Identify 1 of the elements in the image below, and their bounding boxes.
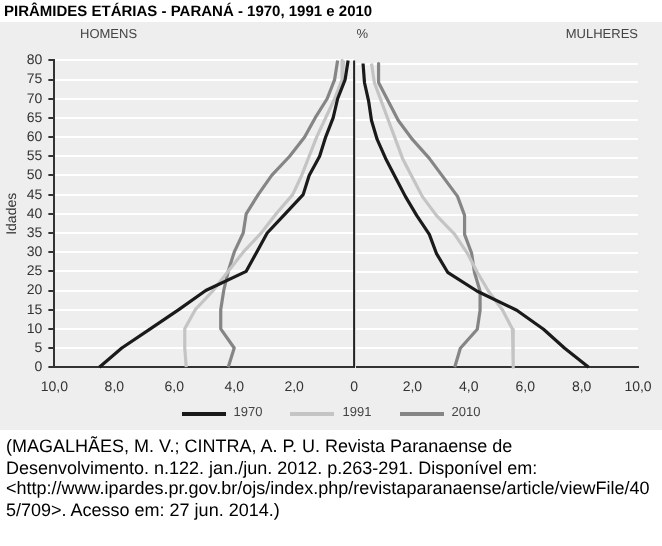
text: (MAGALHÃES, M. V.; CINTRA, A. P. U. Revista Paranaense de Desenvolvimento. n.122. jan./jun. 2012. p.263-291. Disponível em: <http://www.ipardes.pr.gov.br/ojs/index.php/revistaparanaense/article/viewFile/405/709>. Acesso em: 27 jun. 2014.) xyxy=(4,434,652,524)
